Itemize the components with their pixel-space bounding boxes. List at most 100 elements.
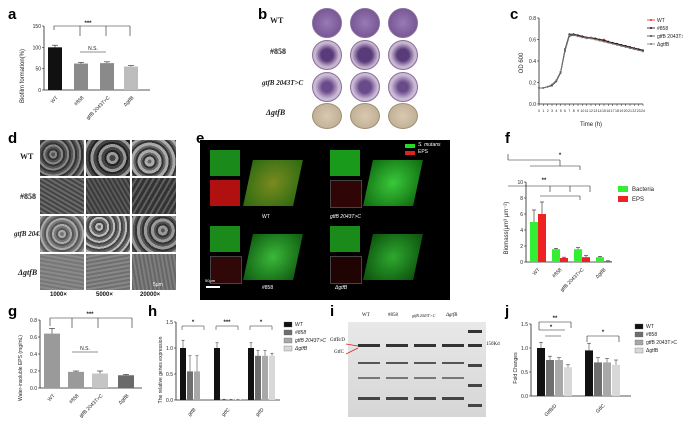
panel-label-b: b: [258, 6, 268, 23]
category-label: gtfB 2043T>C: [78, 393, 104, 419]
sig-bracket: [181, 325, 205, 330]
x-tick-label: 6: [564, 109, 566, 113]
x-tick-label: 4: [555, 109, 557, 113]
sem-image: [86, 216, 130, 252]
gel-band: [414, 397, 436, 400]
legend-label: ΔgtfB: [657, 42, 670, 48]
y-tick-label: 10: [517, 180, 523, 186]
legend-label: #858: [295, 330, 306, 336]
data-point: [551, 83, 553, 86]
bar: [555, 360, 563, 396]
stack-red: [330, 256, 362, 284]
data-point: [624, 46, 627, 48]
y-tick-label: 0.5: [521, 370, 528, 376]
panel-f-ylabel: Biomass(μm³ μm⁻²): [504, 202, 510, 255]
sem-image: [40, 178, 84, 214]
x-tick-label: 20: [624, 109, 628, 113]
x-tick-label: 14: [598, 109, 602, 113]
panel-d-col-5000: 5000×: [96, 292, 113, 298]
y-tick-label: 0.4: [30, 352, 37, 358]
legend-label: Bacteria: [632, 187, 655, 193]
marker-band: [468, 384, 482, 387]
panel-b-row-mut: gtfB 2043T>C: [262, 79, 304, 87]
panel-label-f: f: [505, 130, 510, 147]
scalebar-line: [206, 286, 220, 288]
bar: [44, 333, 60, 388]
panel-j-sig-2: *: [550, 325, 553, 331]
gel-band: [442, 377, 464, 379]
y-tick-label: 0.0: [521, 394, 528, 400]
legend-label: gtfB 2043T>C: [646, 340, 677, 346]
legend-swatch: [618, 196, 628, 202]
legend-swatch-red: [405, 151, 415, 155]
series-line: [539, 34, 644, 89]
gel-band: [442, 397, 464, 400]
y-tick-label: 0.4: [529, 59, 536, 65]
gel-band: [386, 377, 408, 379]
category-label: GtfB/D: [544, 403, 559, 418]
y-tick-label: 0: [38, 88, 41, 94]
bar: [68, 371, 84, 388]
panel-e-scalebar: 50μm: [205, 278, 216, 283]
panel-e-legend-eps: EPS: [418, 149, 429, 155]
data-point: [642, 50, 644, 53]
x-tick-label: 0: [538, 109, 540, 113]
category-label: #858: [551, 267, 563, 279]
stack-red: [330, 180, 362, 208]
y-tick-label: 0: [520, 260, 523, 266]
stack-green: [210, 226, 240, 252]
panel-a-sig-top: ***: [84, 21, 92, 27]
bar: [594, 362, 602, 396]
sem-image: [132, 178, 176, 214]
sem-image: [132, 254, 176, 290]
bar: [269, 355, 275, 400]
y-tick-label: 4: [520, 228, 523, 234]
category-label: WT: [50, 95, 60, 105]
stack-merged: [243, 160, 303, 206]
panel-g-ylabel: Water-insoluble EPS (mg/mL): [18, 335, 24, 401]
data-point: [555, 79, 558, 82]
bar: [118, 375, 134, 388]
category-label: ΔgtfB: [118, 393, 131, 406]
panel-i-band-gtfc: GtfC: [334, 350, 344, 355]
bar: [194, 371, 200, 400]
data-point: [581, 36, 584, 39]
y-tick-label: 0.5: [166, 372, 173, 378]
panel-a-sig-ns: N.S.: [88, 46, 98, 52]
bar: [582, 257, 590, 262]
dish: [350, 72, 380, 102]
panel-g-sig-bracket: [49, 317, 133, 328]
data-point: [572, 34, 575, 37]
legend-swatch: [283, 345, 293, 352]
legend-swatch: [283, 329, 293, 336]
panel-c-ylabel: OD 600: [519, 52, 525, 73]
panel-i-marker: 150Kd: [486, 342, 500, 347]
bar: [585, 350, 593, 396]
data-point: [538, 86, 540, 89]
panel-e-legend-smutans: S. mutans: [418, 142, 441, 148]
dish: [350, 8, 380, 38]
bar: [560, 258, 568, 262]
panel-e-label-mut: gtfB 2043T>C: [330, 214, 361, 220]
panel-f-sig-bracket2: [508, 185, 591, 200]
panel-i-lane-mut: gtfB 2043T>C: [412, 313, 436, 318]
data-point: [546, 85, 549, 88]
legend-label: gtfB 2043T>C: [657, 34, 683, 40]
y-tick-label: 0.0: [166, 398, 173, 404]
panel-j-sig-brackets-left: [538, 321, 572, 337]
stack-merged: [243, 234, 303, 280]
panel-label-d: d: [8, 130, 18, 147]
panel-j-sig-1: **: [553, 316, 558, 322]
gel-band: [414, 362, 436, 364]
dish: [388, 40, 418, 70]
stack-green: [330, 150, 360, 176]
panel-j-ylabel: Fold Changes: [513, 352, 519, 384]
category-label: WT: [47, 393, 57, 403]
panel-f-sig2: **: [542, 178, 547, 184]
data-point: [620, 45, 623, 47]
legend-label: #858: [657, 26, 668, 32]
series-line: [539, 33, 644, 89]
data-point: [629, 47, 631, 49]
x-tick-label: 1: [542, 109, 544, 113]
panel-g-chart: Water-insoluble EPS (mg/mL) 0.0 0.2 0.4 0.6…: [18, 312, 142, 419]
